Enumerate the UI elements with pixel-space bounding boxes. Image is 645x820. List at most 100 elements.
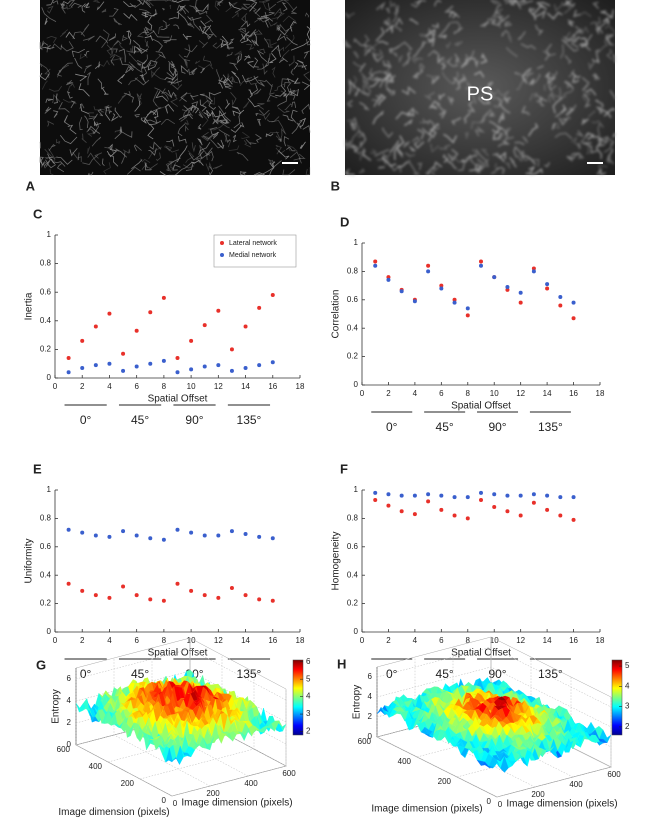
fiber xyxy=(453,27,464,35)
fiber xyxy=(142,0,152,8)
fiber xyxy=(282,15,297,26)
colorbar xyxy=(611,659,623,736)
fiber xyxy=(198,63,214,70)
panel-label: F xyxy=(340,461,348,476)
fiber xyxy=(605,34,612,45)
fibers xyxy=(343,0,617,177)
fiber xyxy=(118,48,126,63)
fiber xyxy=(155,51,167,59)
fiber xyxy=(480,21,489,28)
fiber xyxy=(242,100,250,109)
fiber xyxy=(101,158,105,167)
fiber xyxy=(603,136,614,143)
fiber xyxy=(568,104,577,114)
fiber xyxy=(263,37,273,48)
fiber xyxy=(217,117,230,124)
z-tick-label: 2 xyxy=(368,712,373,721)
fiber xyxy=(387,74,396,83)
fiber xyxy=(544,71,551,79)
data-point xyxy=(243,593,248,598)
fiber xyxy=(374,76,382,81)
fiber xyxy=(351,117,358,132)
fiber xyxy=(576,130,585,138)
fiber xyxy=(149,141,162,150)
fiber xyxy=(208,120,228,131)
fiber xyxy=(78,83,90,97)
fiber xyxy=(126,30,132,39)
fiber xyxy=(458,74,467,85)
data-point xyxy=(399,493,404,498)
fiber xyxy=(254,18,268,23)
fiber xyxy=(241,13,248,23)
fiber xyxy=(255,167,274,176)
fiber xyxy=(123,92,134,103)
fiber xyxy=(165,0,178,3)
x-tick-label: 600 xyxy=(282,769,296,778)
fiber xyxy=(563,80,574,90)
fiber xyxy=(597,40,608,54)
fiber xyxy=(44,106,52,114)
fiber xyxy=(403,141,410,148)
data-point xyxy=(492,492,497,497)
fiber xyxy=(521,150,530,162)
colorbar-tick-label: 4 xyxy=(306,692,311,701)
fiber xyxy=(286,36,298,46)
fiber xyxy=(62,0,71,5)
fiber xyxy=(197,124,202,130)
fiber xyxy=(152,9,158,17)
fiber xyxy=(131,63,143,73)
x-tick-label: 6 xyxy=(134,382,139,391)
x-tick-label: 200 xyxy=(531,790,545,799)
data-point xyxy=(134,364,139,369)
fiber xyxy=(182,109,193,118)
fiber xyxy=(187,68,195,76)
fiber xyxy=(242,74,259,83)
fiber xyxy=(419,33,427,38)
fiber xyxy=(110,113,119,122)
fiber xyxy=(289,21,297,32)
x-tick-label: 12 xyxy=(516,389,525,398)
fiber xyxy=(586,143,598,154)
fiber xyxy=(179,92,191,102)
fiber xyxy=(169,60,176,68)
y-tick-label: 0 xyxy=(487,797,492,806)
fiber xyxy=(101,8,107,13)
data-point xyxy=(80,338,85,343)
fiber xyxy=(487,13,496,24)
fiber xyxy=(383,20,391,27)
fiber xyxy=(286,77,295,83)
fiber xyxy=(453,40,463,47)
fiber xyxy=(121,34,128,42)
data-point xyxy=(80,530,85,535)
fiber xyxy=(239,77,249,86)
z-tick-label: 0 xyxy=(67,740,72,749)
fiber xyxy=(218,105,231,122)
data-point xyxy=(465,306,470,311)
fiber xyxy=(493,97,504,108)
panel-label: G xyxy=(36,657,46,672)
fiber xyxy=(359,62,366,73)
x-tick-label: 14 xyxy=(241,382,250,391)
data-point xyxy=(412,493,417,498)
fiber xyxy=(504,21,512,27)
x-tick-label: 18 xyxy=(296,382,305,391)
fiber xyxy=(82,154,99,165)
fiber xyxy=(44,159,51,169)
fiber xyxy=(474,126,486,137)
fiber xyxy=(562,0,573,6)
fiber xyxy=(160,118,176,125)
fiber xyxy=(519,0,527,3)
fiber xyxy=(188,150,205,161)
fiber xyxy=(241,31,250,41)
data-point xyxy=(452,513,457,518)
fiber xyxy=(128,61,136,72)
fiber xyxy=(282,114,294,122)
panel-label: D xyxy=(340,214,349,229)
fiber xyxy=(109,8,119,17)
fiber xyxy=(274,83,285,91)
fiber xyxy=(390,50,398,58)
fiber xyxy=(419,62,425,73)
fiber xyxy=(386,88,396,95)
fiber xyxy=(106,44,114,55)
fiber xyxy=(117,73,126,84)
